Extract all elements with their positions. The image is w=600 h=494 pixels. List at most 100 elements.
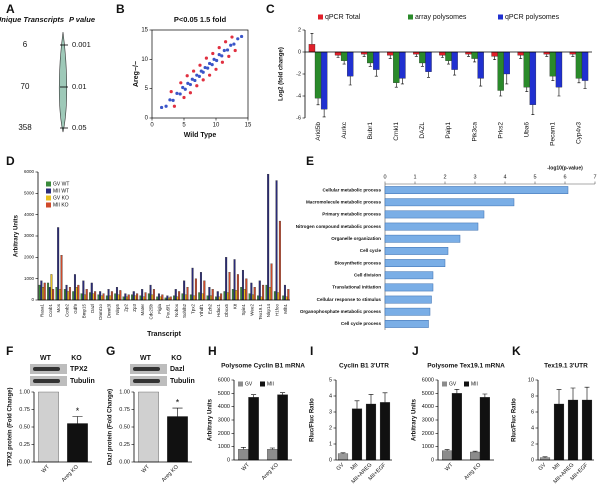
point [212, 57, 216, 61]
point [186, 81, 190, 85]
x-tick-label: Areg KO [61, 464, 81, 484]
bar [147, 293, 150, 301]
bar [248, 397, 259, 461]
y-tick-label: 3 [329, 409, 332, 415]
bar [477, 51, 484, 79]
error-bar [72, 416, 83, 424]
error-bar [368, 394, 374, 404]
point [197, 74, 201, 78]
point [195, 73, 199, 77]
point [210, 63, 214, 67]
bar [384, 307, 431, 316]
bar [42, 287, 45, 301]
significance: * [176, 397, 180, 407]
bar [43, 282, 46, 301]
x-tick-label: Wee2 [249, 304, 254, 316]
error-bar [499, 90, 503, 97]
bar [131, 294, 134, 301]
y-tick-label: 1000 [24, 276, 35, 281]
x-tick-label: Uba6 [523, 122, 530, 138]
y-tick-label: 2 [531, 441, 534, 447]
bar [442, 450, 453, 461]
x-tick-label: Nobox [174, 303, 179, 317]
point [229, 43, 233, 47]
bar [124, 293, 127, 301]
x-tick-label: 5 [533, 174, 536, 180]
x-tick-label: Ccnb2 [65, 304, 70, 318]
bar [99, 291, 102, 301]
y-tick-label: 0 [531, 457, 534, 463]
error-bar [557, 87, 561, 97]
bar [399, 51, 406, 79]
bar [384, 198, 515, 207]
point [211, 51, 215, 56]
legend-swatch [46, 195, 51, 201]
bar [58, 289, 61, 301]
point [169, 90, 173, 94]
bar [151, 294, 154, 301]
y-tick-label: 4000 [422, 404, 434, 410]
y-tick-label: Cellular response to stimulus [317, 297, 382, 302]
bar [581, 399, 593, 461]
x-tick-label: WT [141, 464, 152, 475]
error-bar [454, 389, 460, 394]
transcript-count: 70 [21, 82, 30, 91]
legend-swatch [464, 381, 469, 387]
column-header: P value [69, 15, 95, 24]
blot-row: Tubulin [70, 378, 95, 385]
point [206, 66, 210, 70]
bar [203, 280, 206, 301]
bar [258, 280, 261, 301]
point [236, 37, 240, 41]
panel-label: G [106, 344, 115, 358]
y-tick-label: 10 [528, 377, 534, 383]
bar [174, 289, 177, 301]
error-bar [444, 449, 450, 451]
y-tick-label: 4 [531, 425, 534, 431]
panel-label: A [6, 2, 15, 16]
y-tick-label: 4 [329, 393, 332, 399]
point [232, 42, 236, 46]
y-tick-label: 1.00 [19, 389, 30, 395]
bar [365, 403, 377, 461]
p-value: 0.001 [72, 40, 91, 49]
legend-swatch [238, 381, 243, 387]
y-tick-label: Biosynthetic process [335, 260, 382, 265]
bar [491, 51, 498, 57]
bar [373, 51, 380, 70]
panel-label: E [306, 154, 314, 168]
y-tick-label: 5000 [422, 391, 434, 397]
point [193, 78, 197, 83]
chart-title: Polysome Cyclin B1 mRNA [221, 363, 305, 370]
error-bar [556, 389, 562, 404]
bar [105, 295, 108, 301]
blot-row: TPX2 [70, 366, 88, 373]
bar [142, 296, 145, 301]
y-tick-label: 2000 [422, 431, 434, 437]
bar [181, 293, 184, 301]
error-bar [571, 54, 575, 57]
point [220, 60, 224, 64]
y-tick-label: 5000 [24, 191, 35, 196]
legend-label: qPCR polysomes [505, 14, 560, 21]
bar [157, 293, 160, 301]
chart-title: Cyclin B1 3'UTR [339, 363, 389, 370]
error-bar [348, 76, 352, 86]
bar [393, 51, 400, 83]
bar [77, 284, 80, 301]
chart-title: -log10(p-value) [547, 165, 583, 171]
bar [92, 293, 95, 301]
bar [191, 267, 194, 301]
bar [257, 295, 260, 301]
x-tick-label: 6 [563, 174, 566, 180]
bar [384, 295, 432, 304]
bar [208, 287, 211, 301]
bar [497, 51, 504, 91]
bar [60, 255, 63, 301]
x-axis-label: Wild Type [184, 132, 217, 139]
bar [384, 234, 461, 243]
bar [267, 173, 270, 301]
legend-label: MII WT [53, 188, 69, 194]
bar [282, 295, 285, 301]
